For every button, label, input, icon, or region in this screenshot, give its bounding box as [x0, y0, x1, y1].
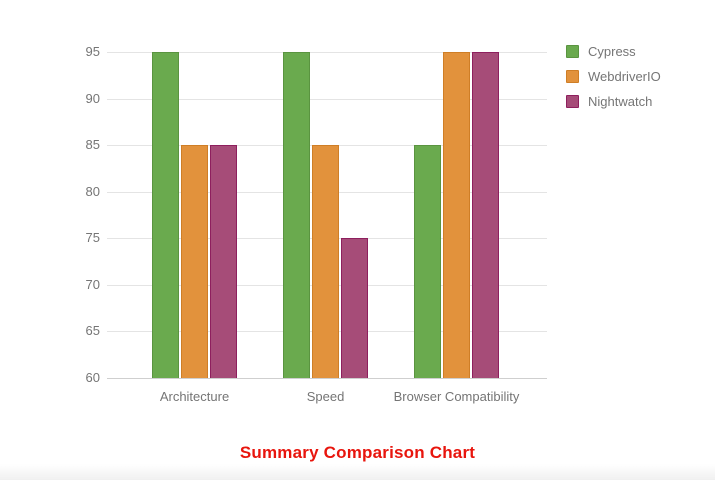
bar-nightwatch-browser-compatibility [472, 52, 499, 378]
legend-label-webdriverio: WebdriverIO [588, 69, 661, 84]
chart-title: Summary Comparison Chart [239, 443, 476, 462]
y-tick-label-95: 95 [85, 44, 100, 59]
y-tick-label-80: 80 [85, 183, 100, 199]
legend: Cypress WebdriverIO Nightwatch [566, 44, 661, 120]
bar-webdriverio-speed [312, 145, 339, 378]
legend-item-webdriverio: WebdriverIO [566, 69, 661, 84]
y-tick-label-75: 75 [85, 230, 100, 246]
legend-label-nightwatch: Nightwatch [588, 94, 653, 109]
plot-area: 60 65 70 75 80 85 90 95 Architecture Speed Browser… [86, 44, 547, 404]
bar-webdriverio-browser-compatibility [443, 52, 470, 378]
bar-nightwatch-speed [341, 238, 368, 378]
gridline-y-90 [107, 98, 547, 100]
y-tick-label-70: 70 [85, 276, 100, 292]
legend-swatch-cypress [566, 45, 579, 58]
bottom-edge-shadow [0, 464, 715, 480]
bar-cypress-speed [283, 52, 310, 378]
y-tick-label-65: 65 [85, 323, 100, 339]
y-tick-label-60: 60 [85, 370, 100, 385]
bar-cypress-architecture [152, 52, 179, 378]
x-category-label-browser-compatibility: Browser Compatibility [393, 389, 520, 404]
legend-label-cypress: Cypress [588, 44, 636, 59]
legend-swatch-nightwatch [566, 95, 579, 108]
bar-nightwatch-architecture [210, 145, 237, 378]
legend-item-nightwatch: Nightwatch [566, 94, 661, 109]
legend-swatch-webdriverio [566, 70, 579, 83]
bar-webdriverio-architecture [181, 145, 208, 378]
gridline-y-95 [107, 52, 547, 53]
x-category-label-architecture: Architecture [159, 389, 230, 404]
x-category-label-speed: Speed [306, 389, 345, 404]
legend-item-cypress: Cypress [566, 44, 661, 59]
bar-cypress-browser-compatibility [414, 145, 441, 378]
gridline-y-60 [107, 378, 547, 379]
y-tick-label-85: 85 [85, 137, 100, 153]
y-tick-label-90: 90 [85, 90, 100, 106]
